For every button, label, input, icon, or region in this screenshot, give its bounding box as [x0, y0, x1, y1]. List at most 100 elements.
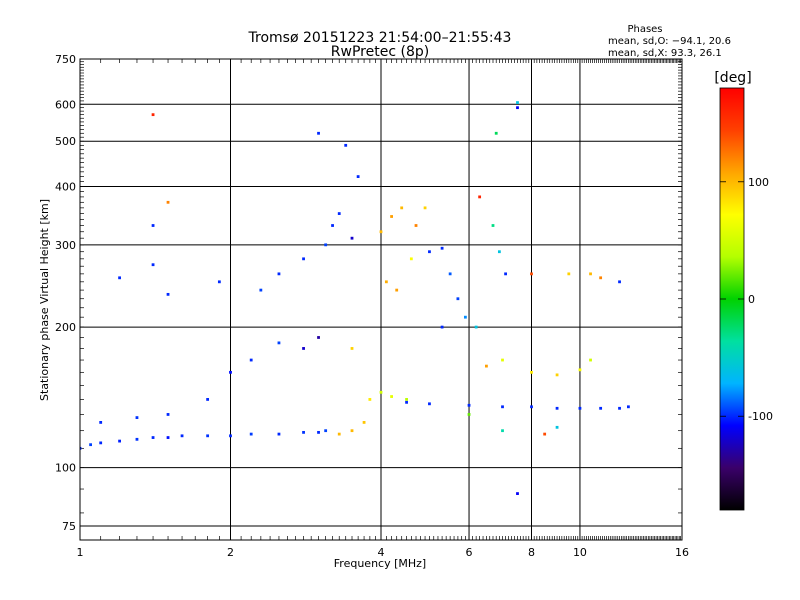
- data-point: [501, 429, 504, 433]
- data-point: [555, 373, 559, 377]
- data-point: [379, 230, 383, 234]
- data-point: [463, 315, 467, 319]
- data-point: [599, 406, 603, 410]
- data-point: [151, 113, 155, 117]
- data-point: [229, 434, 232, 438]
- data-point: [467, 403, 471, 407]
- data-point: [368, 398, 372, 401]
- data-point: [409, 257, 413, 261]
- chart-title: Tromsø 20151223 21:54:00–21:55:43: [248, 30, 512, 46]
- data-point: [166, 413, 170, 416]
- data-point: [80, 446, 82, 450]
- x-tick-labels: 1 2 4 6 8 10 16: [77, 546, 690, 559]
- data-point: [99, 421, 103, 424]
- data-point: [180, 434, 184, 438]
- x-tick-label: 4: [378, 546, 385, 559]
- data-point: [423, 206, 427, 210]
- y-tick-label: 200: [55, 321, 76, 334]
- data-point: [530, 370, 533, 374]
- data-point: [578, 406, 582, 410]
- data-point: [277, 432, 281, 436]
- grid-lines: [80, 59, 682, 540]
- data-point: [259, 288, 263, 292]
- plot-frame: [79, 58, 683, 541]
- y-axis-label: Stationary phase Virtual Height [km]: [38, 199, 51, 401]
- data-point: [497, 250, 501, 254]
- data-point: [356, 175, 360, 178]
- y-tick-label: 600: [55, 98, 76, 111]
- y-tick-label: 100: [55, 462, 76, 475]
- data-point: [516, 101, 519, 104]
- data-point: [118, 276, 121, 280]
- x-axis-label: Frequency [MHz]: [334, 557, 426, 570]
- data-point: [166, 292, 170, 296]
- data-point: [362, 421, 366, 424]
- data-point: [567, 272, 571, 276]
- colorbar-tick-label: 0: [748, 293, 755, 306]
- data-point: [317, 131, 320, 135]
- data-point: [337, 212, 341, 215]
- data-point: [317, 336, 320, 339]
- y-tick-label: 500: [55, 135, 76, 148]
- data-point: [302, 347, 305, 350]
- data-point: [530, 272, 533, 276]
- data-point: [618, 280, 621, 284]
- data-point: [501, 358, 504, 362]
- y-tick-labels: 75 100 200 300 400 500 600 750: [55, 53, 76, 533]
- y-tick-label: 750: [55, 53, 76, 66]
- data-point: [229, 370, 232, 374]
- data-point: [555, 425, 559, 429]
- data-point: [350, 347, 354, 350]
- stats-heading: Phases: [627, 24, 662, 35]
- colorbar-tick-label: 100: [748, 176, 769, 189]
- data-point: [118, 439, 121, 443]
- data-point: [249, 432, 253, 436]
- x-tick-label: 10: [573, 546, 587, 559]
- data-point: [467, 413, 471, 416]
- x-tick-label: 1: [77, 546, 84, 559]
- data-point: [379, 390, 383, 394]
- data-point: [530, 405, 533, 409]
- colorbar-label: [deg]: [714, 70, 751, 86]
- data-point: [400, 206, 404, 210]
- data-point: [578, 368, 582, 372]
- x-tick-label: 6: [466, 546, 473, 559]
- data-point: [302, 257, 305, 261]
- x-tick-label: 8: [528, 546, 535, 559]
- data-point: [390, 395, 393, 398]
- data-point: [337, 432, 341, 436]
- data-point: [135, 437, 139, 441]
- data-point: [166, 436, 170, 439]
- data-point: [618, 406, 621, 410]
- data-point: [440, 325, 444, 329]
- y-tick-label: 400: [55, 180, 76, 193]
- data-point: [504, 272, 507, 276]
- data-point: [166, 200, 170, 204]
- data-point: [331, 224, 334, 227]
- data-point: [599, 276, 603, 280]
- data-point: [516, 106, 519, 110]
- data-point: [405, 398, 408, 401]
- data-point: [151, 436, 155, 439]
- data-point: [302, 430, 305, 434]
- data-point: [485, 364, 488, 368]
- data-point: [249, 358, 253, 362]
- data-point: [390, 215, 393, 218]
- data-point: [627, 405, 630, 409]
- data-point: [151, 263, 155, 267]
- data-point: [217, 280, 221, 284]
- data-point: [151, 224, 155, 227]
- data-point: [543, 432, 547, 436]
- stats-line-x: mean, sd,X: 93.3, 26.1: [608, 48, 722, 59]
- y-tick-label: 300: [55, 239, 76, 252]
- data-point: [350, 236, 354, 240]
- stats-line-o: mean, sd,O: −94.1, 20.6: [608, 36, 731, 47]
- data-point: [448, 272, 452, 276]
- data-point: [350, 429, 354, 433]
- data-point: [324, 429, 328, 433]
- data-point: [491, 224, 495, 227]
- data-point: [206, 434, 210, 438]
- x-tick-label: 16: [675, 546, 689, 559]
- data-point: [99, 441, 103, 445]
- data-point: [277, 341, 281, 345]
